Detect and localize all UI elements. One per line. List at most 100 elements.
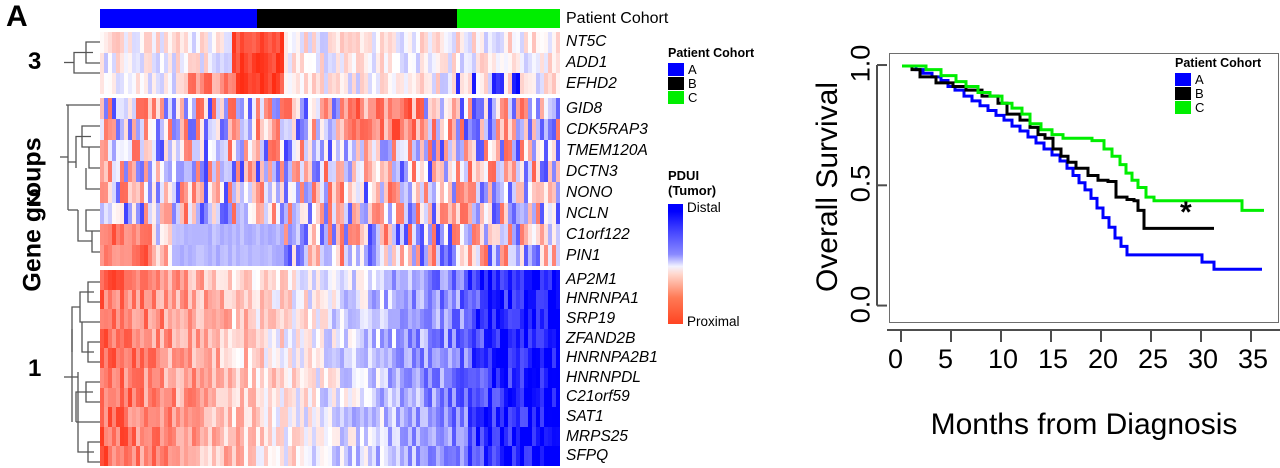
heatmap-cell [312, 98, 316, 119]
heatmap-cell [548, 182, 552, 203]
heatmap-cell [244, 407, 248, 427]
heatmap-cell [556, 182, 560, 203]
heatmap-block-group-3 [100, 32, 560, 94]
heatmap-cell [392, 203, 396, 224]
heatmap-cell [552, 32, 556, 53]
heatmap-cell [284, 98, 288, 119]
heatmap-cell [444, 161, 448, 182]
heatmap-cell [204, 387, 208, 408]
x-axis-label: Months from Diagnosis [930, 408, 1238, 441]
heatmap-cell [176, 328, 180, 349]
heatmap-cell [444, 182, 448, 203]
heatmap-row [100, 119, 560, 140]
heatmap-cell [252, 289, 256, 310]
heatmap-cell [464, 52, 468, 74]
heatmap-cell [372, 407, 376, 427]
heatmap-cell [468, 270, 472, 290]
heatmap-cell [300, 98, 304, 119]
heatmap-cell [408, 73, 412, 94]
heatmap-cell [124, 289, 128, 310]
heatmap-cell [108, 52, 112, 74]
heatmap-cell [208, 367, 212, 388]
heatmap-cell [456, 224, 460, 245]
heatmap-cell [392, 119, 396, 140]
heatmap-cell [420, 367, 424, 388]
heatmap-cell [292, 245, 296, 266]
heatmap-cell [284, 32, 288, 53]
heatmap-cell [308, 140, 312, 161]
heatmap-cell [312, 52, 316, 74]
heatmap-cell [104, 328, 108, 349]
heatmap-cell [132, 367, 136, 388]
heatmap-cell [360, 309, 364, 329]
heatmap-cell [544, 32, 548, 53]
heatmap-cell [336, 224, 340, 245]
heatmap-cell [152, 182, 156, 203]
heatmap-cell [380, 203, 384, 224]
heatmap-cell [400, 348, 404, 368]
heatmap-cell [180, 407, 184, 427]
heatmap-cell [512, 245, 516, 266]
heatmap-cell [476, 407, 480, 427]
heatmap-cell [276, 182, 280, 203]
heatmap-cell [188, 203, 192, 224]
heatmap-cell [184, 309, 188, 329]
heatmap-cell [456, 426, 460, 447]
heatmap-cell [512, 182, 516, 203]
heatmap-cell [248, 161, 252, 182]
heatmap-cell [496, 348, 500, 368]
heatmap-cell [160, 245, 164, 266]
heatmap-cell [236, 203, 240, 224]
heatmap-cell [348, 328, 352, 349]
heatmap-cell [228, 407, 232, 427]
heatmap-cell [100, 426, 104, 447]
heatmap-cell [180, 328, 184, 349]
heatmap-cell [436, 407, 440, 427]
heatmap-cell [216, 387, 220, 408]
heatmap-cell [104, 309, 108, 329]
heatmap-cell [432, 289, 436, 310]
heatmap-cell [436, 270, 440, 290]
heatmap-cell [192, 289, 196, 310]
heatmap-cell [260, 348, 264, 368]
heatmap-cell [156, 309, 160, 329]
heatmap-cell [400, 52, 404, 74]
heatmap-cell [532, 309, 536, 329]
heatmap-cell [104, 348, 108, 368]
heatmap-cell [536, 119, 540, 140]
heatmap-cell [220, 161, 224, 182]
heatmap-cell [380, 387, 384, 408]
heatmap-cell [332, 387, 336, 408]
heatmap-cell [168, 426, 172, 447]
heatmap-cell [272, 387, 276, 408]
heatmap-cell [384, 32, 388, 53]
heatmap-cell [148, 52, 152, 74]
heatmap-cell [232, 224, 236, 245]
heatmap-cell [412, 245, 416, 266]
heatmap-cell [496, 407, 500, 427]
heatmap-cell [296, 270, 300, 290]
heatmap-cell [496, 426, 500, 447]
heatmap-cell [236, 98, 240, 119]
heatmap-cell [468, 224, 472, 245]
heatmap-cell [380, 270, 384, 290]
heatmap-cell [364, 407, 368, 427]
heatmap-cell [428, 98, 432, 119]
heatmap-cell [556, 270, 560, 290]
heatmap-cell [140, 328, 144, 349]
heatmap-cell [432, 161, 436, 182]
heatmap-cell [204, 348, 208, 368]
heatmap-cell [428, 161, 432, 182]
heatmap-cell [292, 328, 296, 349]
heatmap-cell [204, 182, 208, 203]
heatmap-cell [404, 328, 408, 349]
heatmap-cell [520, 367, 524, 388]
heatmap-cell [352, 309, 356, 329]
heatmap-cell [448, 32, 452, 53]
heatmap-cell [196, 270, 200, 290]
heatmap-cell [100, 182, 104, 203]
heatmap-cell [436, 73, 440, 94]
heatmap-cell [180, 426, 184, 447]
heatmap-cell [116, 328, 120, 349]
heatmap-cell [524, 426, 528, 447]
